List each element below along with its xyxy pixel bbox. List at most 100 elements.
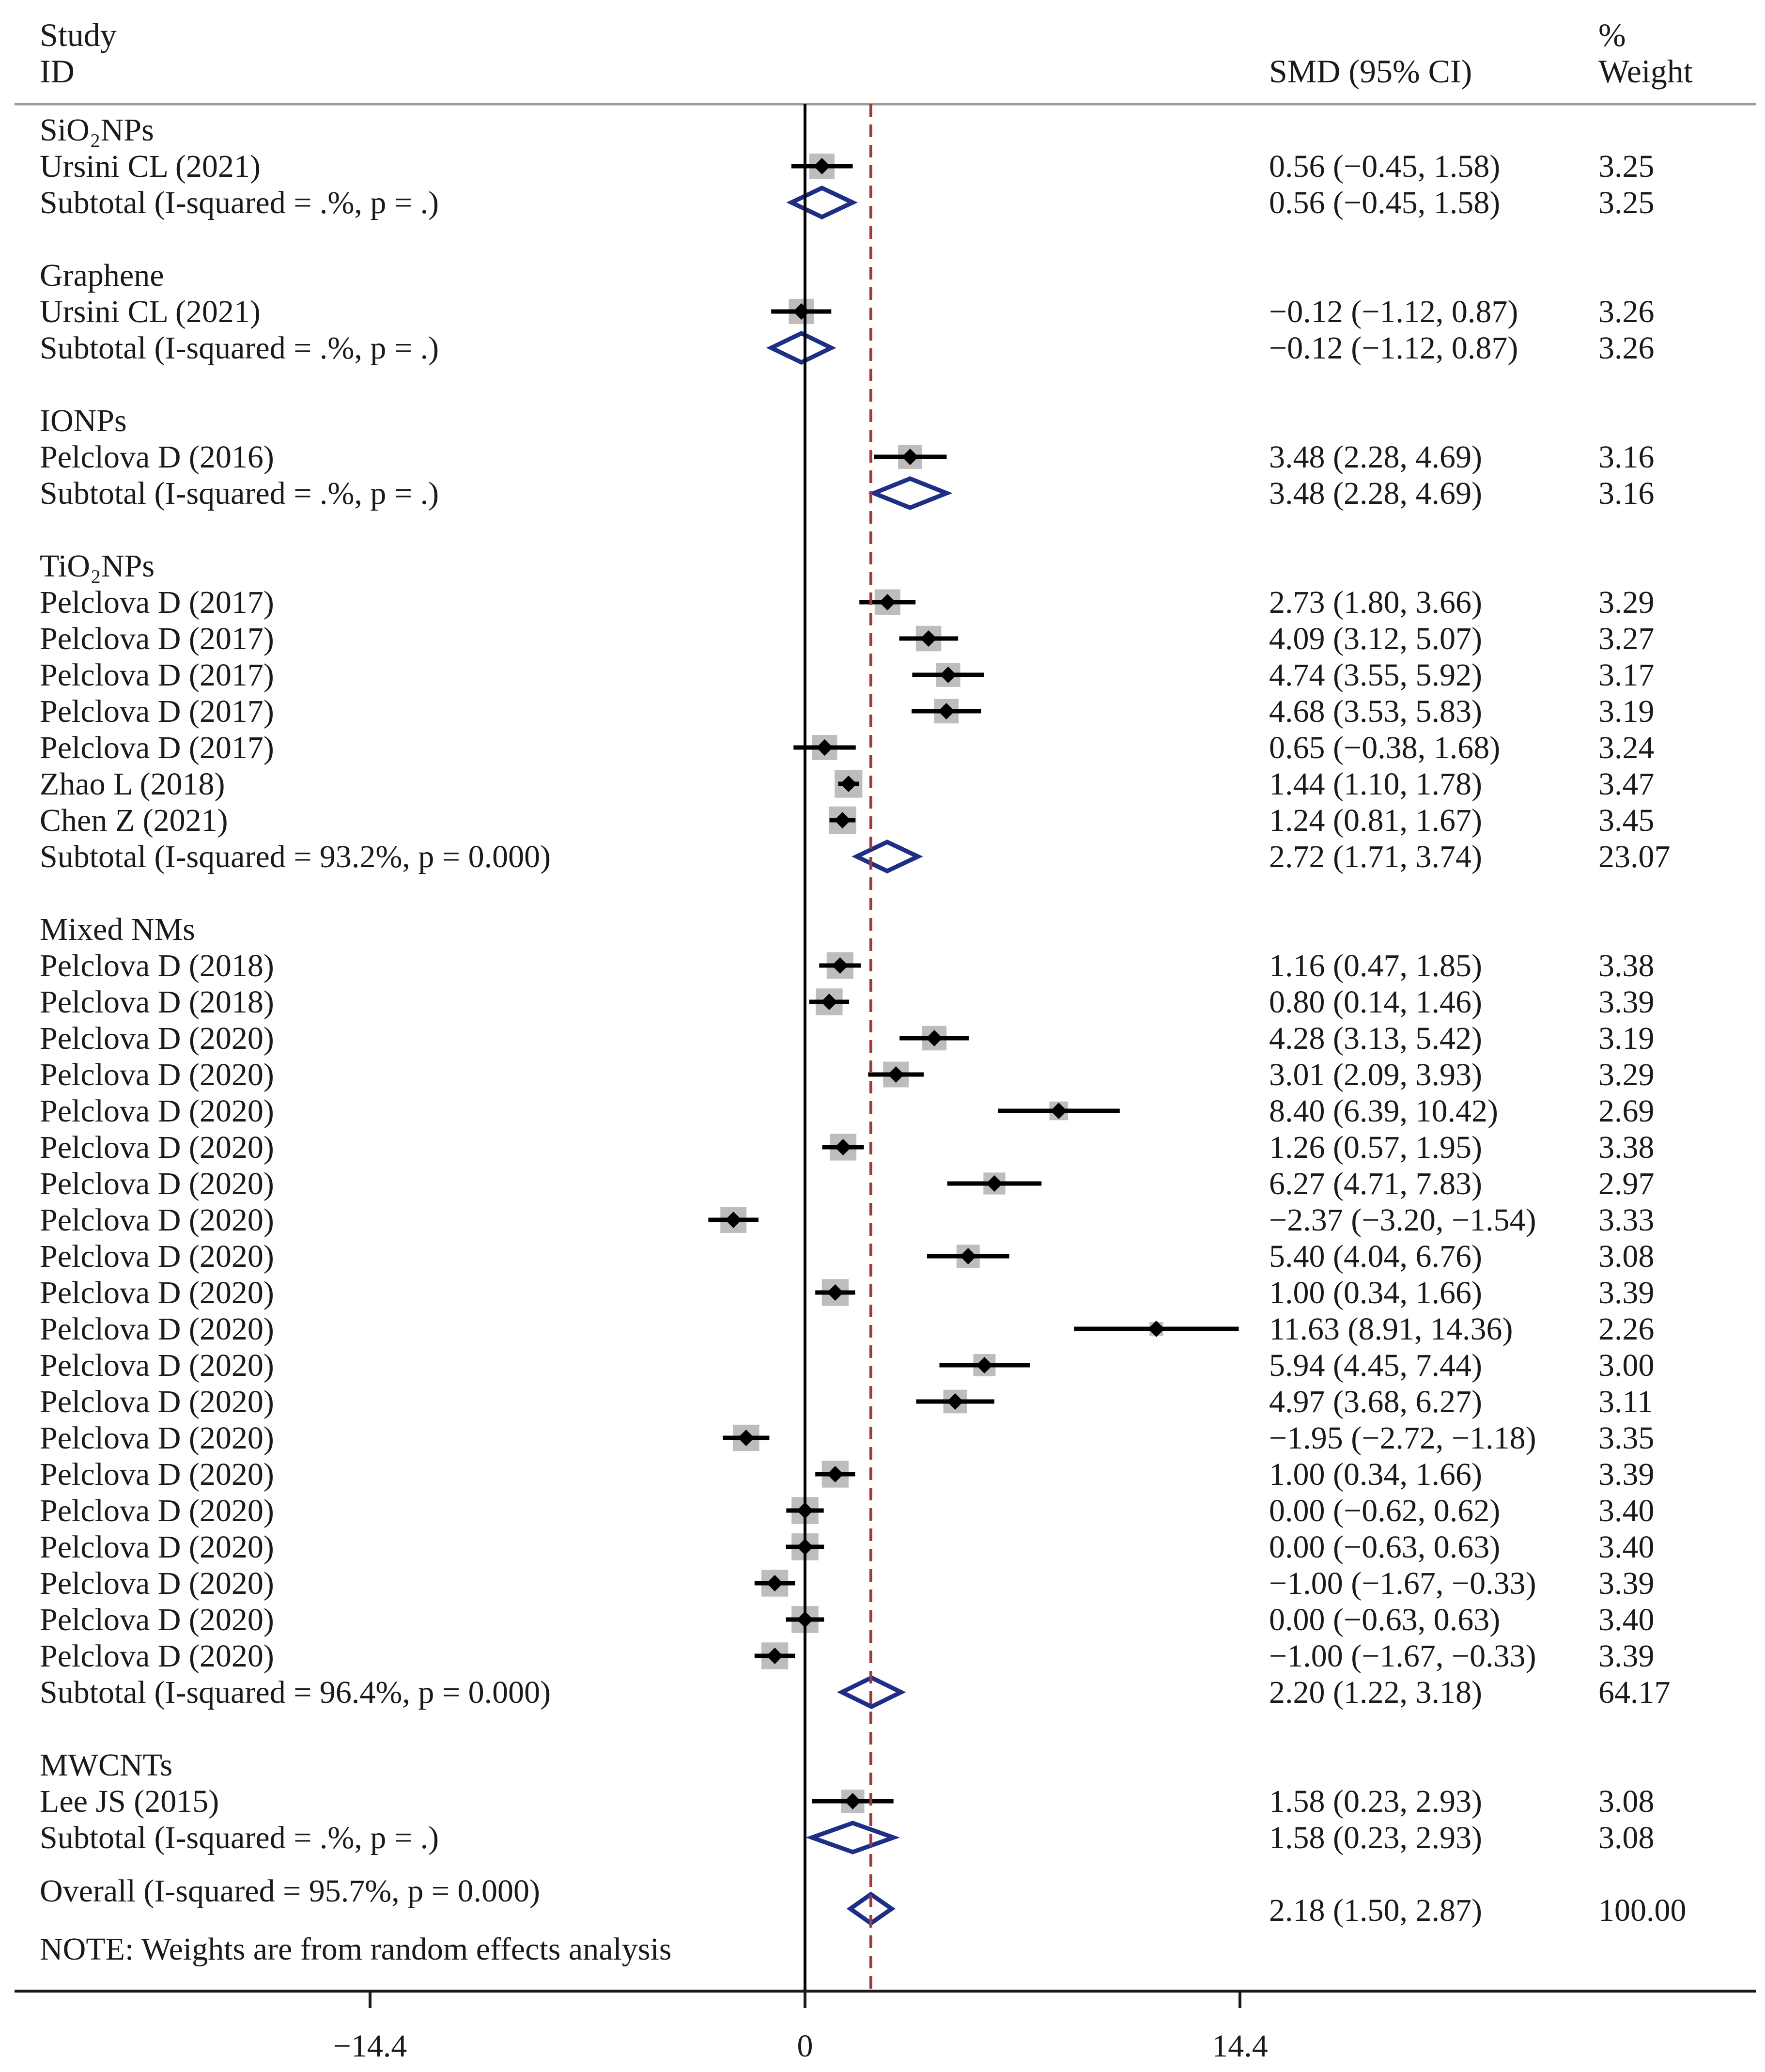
study-label: Pelclova D (2017): [40, 694, 274, 729]
weight-text: 3.25: [1598, 149, 1655, 184]
point-estimate: [946, 1393, 963, 1410]
point-estimate: [821, 994, 837, 1010]
point-estimate: [725, 1212, 742, 1228]
estimate-text: 4.68 (3.53, 5.83): [1269, 694, 1482, 729]
weight-text: 3.35: [1598, 1420, 1655, 1456]
point-estimate: [879, 594, 896, 610]
weight-text: 3.29: [1598, 1057, 1655, 1092]
weight-text: 3.38: [1598, 948, 1655, 983]
point-estimate: [840, 776, 857, 792]
weight-text: 3.39: [1598, 1275, 1655, 1310]
point-estimate: [835, 1139, 852, 1155]
weight-text: 3.11: [1598, 1384, 1653, 1419]
estimate-text: 4.97 (3.68, 6.27): [1269, 1384, 1482, 1419]
study-label: Pelclova D (2020): [40, 1602, 274, 1637]
estimate-text: 4.74 (3.55, 5.92): [1269, 657, 1482, 693]
point-estimate: [832, 957, 849, 974]
weight-text: 2.97: [1598, 1166, 1655, 1201]
study-label: Pelclova D (2020): [40, 1529, 274, 1565]
estimate-text: 3.48 (2.28, 4.69): [1269, 439, 1482, 475]
subtotal-estimate: 2.72 (1.71, 3.74): [1269, 839, 1482, 874]
estimate-text: 4.09 (3.12, 5.07): [1269, 621, 1482, 656]
weight-text: 3.38: [1598, 1130, 1655, 1165]
weight-text: 3.24: [1598, 730, 1655, 765]
group-heading: IONPs: [40, 403, 127, 438]
study-label: Pelclova D (2020): [40, 1493, 274, 1528]
estimate-text: 1.00 (0.34, 1.66): [1269, 1457, 1482, 1492]
weight-text: 3.08: [1598, 1784, 1655, 1819]
point-estimate: [902, 449, 919, 465]
study-label: Chen Z (2021): [40, 803, 228, 838]
point-estimate: [976, 1357, 993, 1373]
subtotal-label: Subtotal (I-squared = 96.4%, p = 0.000): [40, 1675, 551, 1710]
group-heading: SiO₂NPs: [40, 112, 154, 148]
group-heading: MWCNTs: [40, 1747, 172, 1783]
estimate-text: 8.40 (6.39, 10.42): [1269, 1093, 1498, 1129]
estimate-text: 0.65 (−0.38, 1.68): [1269, 730, 1500, 765]
study-label: Pelclova D (2020): [40, 1420, 274, 1456]
subtotal-diamond: [868, 476, 953, 510]
subtotal-weight: 3.25: [1598, 185, 1655, 220]
study-label: Pelclova D (2020): [40, 1239, 274, 1274]
subtotal-estimate: 0.56 (−0.45, 1.58): [1269, 185, 1500, 220]
x-tick-label: −14.4: [333, 2028, 407, 2064]
group-heading: TiO₂NPs: [40, 548, 155, 584]
study-label: Zhao L (2018): [40, 766, 225, 802]
study-label: Pelclova D (2020): [40, 1566, 274, 1601]
estimate-text: 1.00 (0.34, 1.66): [1269, 1275, 1482, 1310]
weight-text: 3.39: [1598, 984, 1655, 1020]
weight-text: 3.27: [1598, 621, 1655, 656]
point-estimate: [813, 158, 830, 174]
point-estimate: [926, 1030, 943, 1046]
weight-text: 3.45: [1598, 803, 1655, 838]
study-label: Pelclova D (2020): [40, 1384, 274, 1419]
estimate-text: 1.26 (0.57, 1.95): [1269, 1130, 1482, 1165]
subtotal-diamond: [852, 840, 923, 873]
study-label: Pelclova D (2020): [40, 1311, 274, 1347]
subtotal-diamond: [786, 186, 858, 219]
study-label: Pelclova D (2020): [40, 1166, 274, 1201]
x-tick-label: 14.4: [1212, 2028, 1268, 2064]
estimate-text: −2.37 (−3.20, −1.54): [1269, 1202, 1536, 1238]
subtotal-estimate: 1.58 (0.23, 2.93): [1269, 1820, 1482, 1855]
estimate-text: 4.28 (3.13, 5.42): [1269, 1021, 1482, 1056]
overall-diamond: [846, 1891, 896, 1926]
estimate-text: −0.12 (−1.12, 0.87): [1269, 294, 1518, 329]
study-label: Pelclova D (2020): [40, 1275, 274, 1310]
subtotal-estimate: −0.12 (−1.12, 0.87): [1269, 330, 1518, 366]
subtotal-weight: 3.08: [1598, 1820, 1655, 1855]
estimate-text: 11.63 (8.91, 14.36): [1269, 1311, 1513, 1347]
study-label: Pelclova D (2017): [40, 657, 274, 693]
weight-text: 3.39: [1598, 1457, 1655, 1492]
study-label: Pelclova D (2018): [40, 984, 274, 1020]
point-estimate: [738, 1430, 755, 1446]
estimate-text: 1.44 (1.10, 1.78): [1269, 766, 1482, 802]
subtotal-estimate: 3.48 (2.28, 4.69): [1269, 476, 1482, 511]
point-estimate: [960, 1248, 976, 1264]
estimate-text: 2.73 (1.80, 3.66): [1269, 585, 1482, 620]
subtotal-weight: 3.26: [1598, 330, 1655, 366]
subtotal-label: Subtotal (I-squared = .%, p = .): [40, 476, 439, 511]
study-label: Lee JS (2015): [40, 1784, 219, 1819]
point-estimate: [887, 1066, 904, 1083]
subtotal-label: Subtotal (I-squared = 93.2%, p = 0.000): [40, 839, 551, 874]
weight-text: 3.39: [1598, 1566, 1655, 1601]
estimate-text: −1.00 (−1.67, −0.33): [1269, 1638, 1536, 1674]
weight-text: 3.08: [1598, 1239, 1655, 1274]
study-label: Pelclova D (2020): [40, 1457, 274, 1492]
weight-text: 3.17: [1598, 657, 1655, 693]
study-label: Pelclova D (2020): [40, 1202, 274, 1238]
study-label: Pelclova D (2020): [40, 1130, 274, 1165]
estimate-text: −1.95 (−2.72, −1.18): [1269, 1420, 1536, 1456]
estimate-text: 0.00 (−0.62, 0.62): [1269, 1493, 1500, 1528]
subtotal-label: Subtotal (I-squared = .%, p = .): [40, 1820, 439, 1855]
weight-text: 3.19: [1598, 694, 1655, 729]
estimate-text: 5.94 (4.45, 7.44): [1269, 1348, 1482, 1383]
point-estimate: [920, 630, 937, 647]
weight-text: 2.26: [1598, 1311, 1655, 1347]
subtotal-weight: 3.16: [1598, 476, 1655, 511]
weight-text: 3.29: [1598, 585, 1655, 620]
estimate-text: −1.00 (−1.67, −0.33): [1269, 1566, 1536, 1601]
weight-text: 3.00: [1598, 1348, 1655, 1383]
